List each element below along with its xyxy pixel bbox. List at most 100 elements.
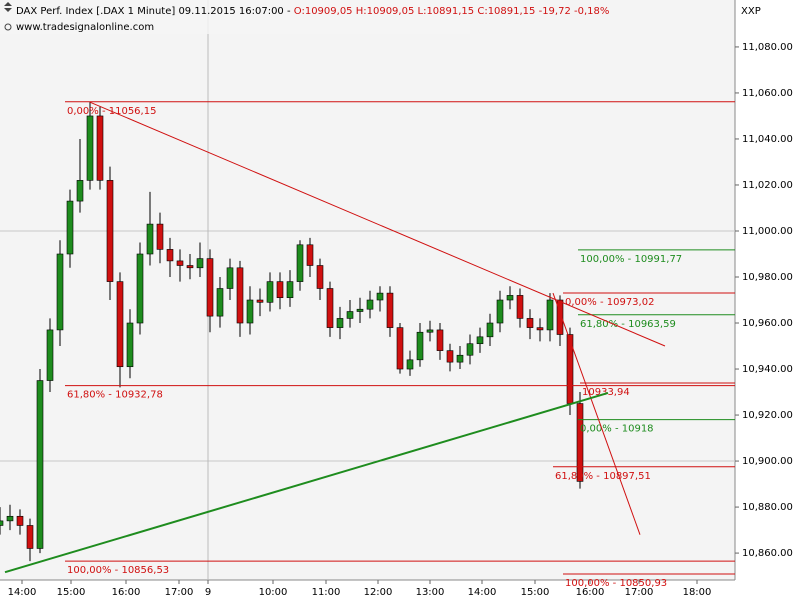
candle-body — [326, 288, 334, 328]
candle-body — [106, 180, 114, 282]
y-tick-label: 10,960.00 — [742, 318, 793, 329]
x-tick-label: 16:00 — [576, 587, 605, 598]
candle-body — [376, 292, 384, 301]
level-label: 100,00% - 10991,77 — [580, 254, 682, 265]
candle-body — [516, 295, 524, 319]
y-tick-label: 10,860.00 — [742, 548, 793, 559]
candle-body — [256, 299, 264, 303]
candle-body — [506, 295, 514, 301]
candle-body — [0, 520, 4, 526]
candle-body — [196, 258, 204, 269]
candle-body — [336, 318, 344, 328]
candle-body — [456, 354, 464, 363]
y-tick-label: 11,040.00 — [742, 134, 793, 145]
candle-body — [146, 223, 154, 255]
y-tick-label: 10,880.00 — [742, 502, 793, 513]
x-tick-label: 10:00 — [259, 587, 288, 598]
candle-body — [66, 200, 74, 255]
x-tick-label: 14:00 — [468, 587, 497, 598]
level-label: 0,00% - 10973,02 — [565, 297, 654, 308]
candle-body — [446, 350, 454, 363]
candle-body — [226, 267, 234, 289]
candle-body — [96, 115, 104, 181]
trend-line — [552, 292, 641, 535]
level-label: 61,80% - 10932,78 — [67, 390, 163, 401]
candle-body — [416, 331, 424, 361]
candle-body — [46, 329, 54, 381]
candle-body — [236, 267, 244, 324]
candle-body — [306, 244, 314, 266]
candle-body — [356, 308, 364, 312]
candle-body — [166, 249, 174, 262]
level-label: 61,80% - 10963,59 — [580, 319, 676, 330]
y-tick-label: 11,060.00 — [742, 88, 793, 99]
candle-body — [126, 322, 134, 368]
candle-body — [56, 253, 64, 331]
candle-body — [436, 329, 444, 351]
candle-body — [426, 329, 434, 333]
y-tick-label: 11,020.00 — [742, 180, 793, 191]
candle-body — [346, 311, 354, 319]
level-label: 100,00% - 10850,93 — [565, 578, 667, 589]
header: DAX Perf. Index [.DAX 1 Minute] 09.11.20… — [16, 6, 609, 17]
y-tick-label: 10,980.00 — [742, 272, 793, 283]
x-tick-label: 14:00 — [8, 587, 37, 598]
x-tick-label: 17:00 — [625, 587, 654, 598]
candle-body — [576, 403, 584, 482]
x-tick-label: 15:00 — [57, 587, 86, 598]
x-tick-label: 15:00 — [521, 587, 550, 598]
candle-body — [176, 260, 184, 266]
axis-code: XXP — [741, 6, 761, 17]
x-tick-label: 12:00 — [364, 587, 393, 598]
candle-body — [156, 223, 164, 250]
candle-body — [496, 299, 504, 324]
y-tick-label: 10,920.00 — [742, 410, 793, 421]
x-tick-label: 16:00 — [112, 587, 141, 598]
x-tick-label: 13:00 — [416, 587, 445, 598]
candle-body — [556, 299, 564, 335]
candle-body — [36, 380, 44, 549]
trend-line — [4, 391, 609, 574]
header-icon — [4, 2, 12, 12]
source-icon — [4, 23, 12, 31]
candle-body — [16, 515, 24, 526]
y-tick-label: 10,940.00 — [742, 364, 793, 375]
candle-body — [86, 115, 94, 181]
y-tick-label: 10,900.00 — [742, 456, 793, 467]
candle-body — [296, 244, 304, 282]
candle-body — [6, 515, 14, 522]
candle-body — [316, 265, 324, 289]
candle-body — [26, 525, 34, 549]
header-title: DAX Perf. Index [.DAX 1 Minute] 09.11.20… — [16, 6, 294, 17]
candle-body — [76, 180, 84, 202]
x-tick-label: 9 — [205, 587, 211, 598]
candle-body — [116, 281, 124, 368]
header-bg — [0, 0, 470, 34]
y-tick-label: 11,000.00 — [742, 226, 793, 237]
x-tick-label: 18:00 — [683, 587, 712, 598]
candle-body — [466, 343, 474, 356]
source: www.tradesignalonline.com — [16, 22, 154, 33]
x-tick-label: 17:00 — [165, 587, 194, 598]
candle-body — [526, 318, 534, 328]
candle-body — [206, 258, 214, 317]
candle-body — [186, 265, 194, 269]
candle-body — [386, 292, 394, 328]
candle-body — [246, 299, 254, 324]
candle-body — [366, 299, 374, 310]
candle-body — [266, 281, 274, 303]
candle-body — [546, 299, 554, 331]
candle-body — [216, 288, 224, 317]
candle-body — [536, 327, 544, 331]
level-label: 100,00% - 10856,53 — [67, 565, 169, 576]
candle-body — [476, 336, 484, 345]
level-label: 61,80% - 10897,51 — [555, 471, 651, 482]
x-tick-label: 11:00 — [312, 587, 341, 598]
candle-body — [276, 281, 284, 299]
candle-body — [406, 359, 414, 370]
level-label: 10933,94 — [582, 387, 630, 398]
y-tick-label: 11,080.00 — [742, 42, 793, 53]
candle-body — [396, 327, 404, 370]
